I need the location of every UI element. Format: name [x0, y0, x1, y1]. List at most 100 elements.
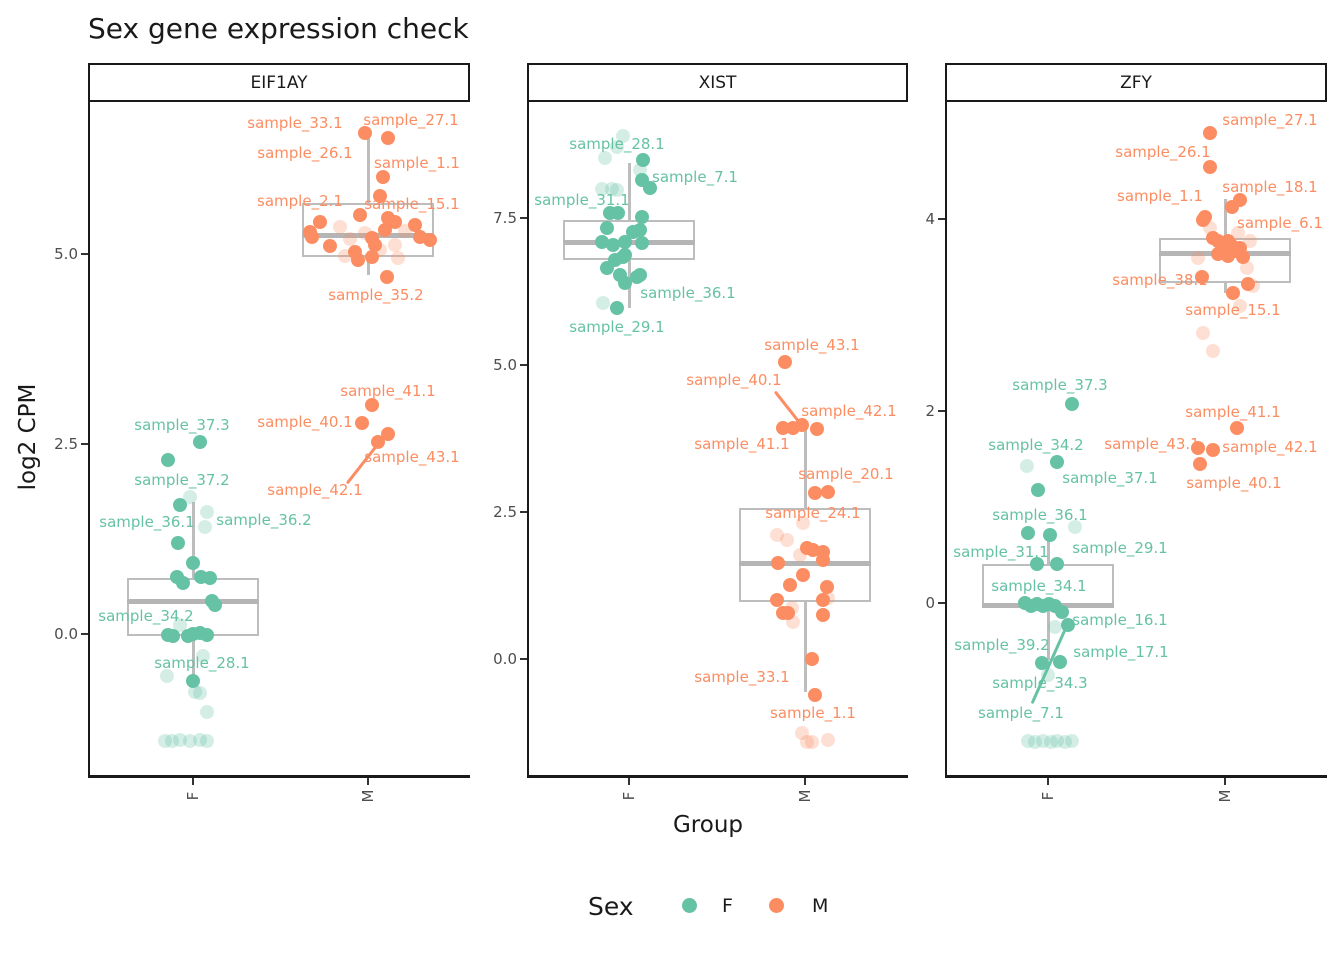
- data-point: [355, 415, 369, 430]
- data-point: [1035, 655, 1049, 670]
- sample-label: sample_1.1: [374, 154, 460, 172]
- sample-label: sample_20.1: [798, 465, 894, 483]
- data-point: [793, 547, 807, 562]
- data-point: [616, 249, 630, 264]
- legend-title: Sex: [588, 892, 634, 921]
- sample-label: sample_7.1: [652, 168, 738, 186]
- data-point: [783, 577, 797, 592]
- y-tick-mark: [520, 658, 527, 660]
- data-point: [368, 237, 382, 252]
- data-point: [381, 130, 395, 145]
- legend-label-f: F: [722, 895, 733, 917]
- y-axis-line: [88, 102, 90, 778]
- data-point: [1068, 520, 1082, 535]
- y-tick-mark: [520, 511, 527, 513]
- x-tick-label: F: [184, 791, 202, 801]
- sample-label: sample_29.1: [569, 318, 665, 336]
- median-line: [739, 560, 871, 566]
- sample-label: sample_16.1: [1072, 611, 1168, 629]
- data-point: [193, 733, 207, 748]
- data-point: [1021, 525, 1035, 540]
- data-point: [1241, 277, 1255, 292]
- x-tick-mark: [367, 778, 369, 785]
- legend-dot-f: [682, 898, 697, 913]
- sample-label: sample_31.1: [953, 543, 1049, 561]
- sample-label: sample_34.2: [98, 607, 194, 625]
- data-point: [183, 490, 197, 505]
- y-tick-mark: [520, 217, 527, 219]
- sample-label: sample_1.1: [770, 704, 856, 722]
- sample-label: sample_41.1: [1185, 403, 1281, 421]
- data-point: [780, 533, 794, 548]
- data-point: [200, 734, 214, 749]
- data-point: [1031, 482, 1045, 497]
- whisker-upper: [1224, 198, 1227, 239]
- data-point: [610, 183, 624, 198]
- y-tick-mark: [938, 410, 945, 412]
- facet-strip-zfy: ZFY: [945, 63, 1327, 102]
- data-point: [1226, 285, 1240, 300]
- sample-label: sample_42.1: [267, 481, 363, 499]
- data-point: [1021, 734, 1035, 749]
- x-tick-mark: [1224, 778, 1226, 785]
- data-point: [1233, 299, 1247, 314]
- chart-title: Sex gene expression check: [88, 12, 469, 45]
- data-point: [606, 238, 620, 253]
- sample-label: sample_26.1: [1115, 143, 1211, 161]
- data-point: [800, 734, 814, 749]
- x-axis-title: Group: [672, 812, 744, 838]
- sample-label: sample_37.3: [1012, 376, 1108, 394]
- x-tick-mark: [628, 778, 630, 785]
- legend-dot-m: [769, 898, 784, 913]
- data-point: [173, 617, 187, 632]
- data-point: [1043, 527, 1057, 542]
- data-point: [398, 224, 412, 239]
- data-point: [200, 504, 214, 519]
- sample-label: sample_28.1: [569, 135, 665, 153]
- sample-label: sample_18.1: [1222, 178, 1318, 196]
- data-point: [630, 269, 644, 284]
- data-point: [1230, 421, 1244, 436]
- data-point: [1050, 454, 1064, 469]
- sample-label: sample_15.1: [1185, 301, 1281, 319]
- data-point: [171, 535, 185, 550]
- data-point: [770, 527, 784, 542]
- data-point: [1036, 734, 1050, 749]
- data-point: [1048, 620, 1062, 634]
- x-tick-label: M: [796, 789, 814, 803]
- sample-label: sample_41.1: [340, 382, 436, 400]
- sample-label: sample_24.1: [765, 504, 861, 522]
- data-point: [1203, 125, 1217, 140]
- data-point: [595, 181, 609, 196]
- sample-label: sample_15.1: [364, 195, 460, 213]
- y-axis-line: [527, 102, 529, 778]
- legend: Sex F M: [0, 888, 1344, 928]
- data-point: [1044, 735, 1058, 750]
- data-point: [1028, 735, 1042, 750]
- data-point: [618, 235, 632, 250]
- data-point: [176, 576, 190, 591]
- y-tick-mark: [938, 218, 945, 220]
- y-tick-label: 7.5: [493, 209, 517, 227]
- data-point: [380, 269, 394, 284]
- sample-label: sample_34.3: [992, 674, 1088, 692]
- data-point: [820, 580, 834, 595]
- data-point: [816, 607, 830, 622]
- data-point: [821, 733, 835, 748]
- y-tick-label: 0.0: [493, 650, 517, 668]
- data-point: [193, 686, 207, 701]
- box-F: [127, 577, 259, 637]
- y-tick-label: 0: [925, 594, 935, 612]
- sample-label: sample_36.1: [992, 506, 1088, 524]
- sample-label: sample_42.1: [801, 402, 897, 420]
- data-point: [323, 238, 337, 253]
- sample-label: sample_27.1: [363, 111, 459, 129]
- data-point: [188, 684, 202, 699]
- sample-label: sample_1.1: [1117, 187, 1203, 205]
- sample-label: sample_43.1: [1104, 435, 1200, 453]
- data-point: [333, 220, 347, 235]
- data-point: [381, 427, 395, 442]
- whisker-upper: [367, 131, 370, 204]
- y-axis-line: [945, 102, 947, 778]
